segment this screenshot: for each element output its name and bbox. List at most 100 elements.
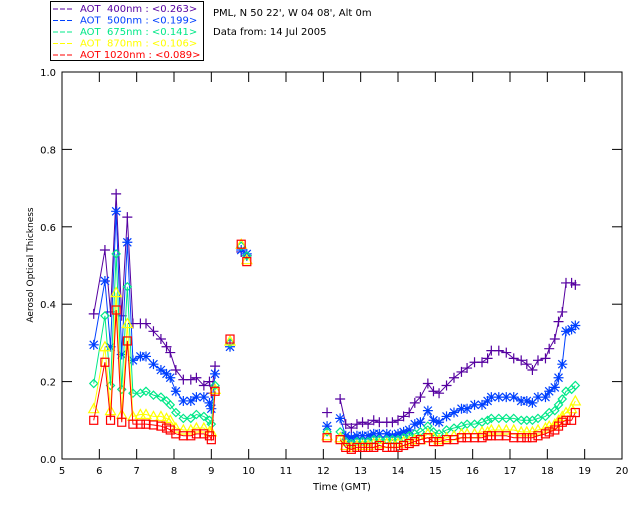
- diamond-marker: [501, 413, 512, 424]
- triangle-marker: [139, 408, 153, 420]
- asterisk-marker: [508, 392, 519, 403]
- legend: AOT 400nm : <0.263>AOT 500nm : <0.199>AO…: [50, 1, 204, 61]
- triangle-marker: [433, 433, 446, 445]
- plus-marker: [553, 316, 564, 327]
- plus-marker: [185, 374, 196, 385]
- diamond-marker: [441, 425, 452, 435]
- asterisk-marker: [368, 428, 379, 439]
- asterisk-marker: [553, 372, 564, 383]
- diamond-marker: [549, 405, 560, 416]
- plus-marker: [148, 326, 159, 337]
- asterisk-marker: [210, 368, 221, 379]
- asterisk-marker: [340, 430, 351, 441]
- plus-marker: [368, 415, 379, 426]
- square-marker: [117, 417, 127, 427]
- diamond-marker: [88, 378, 99, 389]
- plus-marker: [422, 378, 433, 389]
- square-marker: [561, 415, 571, 425]
- triangle-marker: [440, 431, 453, 443]
- series-0: [88, 188, 581, 434]
- asterisk-marker: [544, 386, 555, 397]
- x-tick-label: 16: [466, 466, 479, 477]
- series-1: [88, 206, 581, 443]
- asterisk-marker: [141, 351, 151, 362]
- asterisk-marker: [191, 392, 202, 403]
- asterisk-marker: [116, 349, 127, 360]
- diamond-marker: [199, 411, 209, 422]
- plus-marker: [482, 353, 493, 364]
- plus-marker: [544, 343, 555, 354]
- asterisk-marker: [434, 417, 445, 428]
- diamond-marker: [428, 427, 439, 437]
- asterisk-marker: [105, 341, 116, 352]
- x-tick-label: 13: [354, 466, 367, 477]
- plus-marker: [165, 347, 176, 358]
- square-marker: [369, 442, 379, 452]
- plus-marker: [540, 353, 551, 364]
- x-tick-label: 19: [578, 466, 591, 477]
- square-marker: [242, 257, 252, 267]
- asterisk-marker: [170, 386, 181, 397]
- plus-marker: [122, 212, 133, 223]
- diamond-marker: [570, 380, 581, 391]
- diamond-marker: [486, 413, 497, 424]
- plus-marker: [99, 245, 110, 256]
- date-info: Data from: 14 Jul 2005: [213, 27, 326, 38]
- asterisk-marker: [527, 397, 538, 408]
- legend-entry: AOT 675nm : <0.141>: [80, 27, 197, 38]
- plus-marker: [398, 411, 409, 422]
- asterisk-marker: [409, 419, 420, 430]
- triangle-marker: [197, 421, 210, 433]
- triangle-marker: [190, 421, 203, 433]
- triangle-marker: [121, 317, 134, 329]
- plus-marker: [161, 341, 172, 352]
- diamond-marker: [185, 413, 196, 424]
- asterisk-marker: [178, 395, 189, 406]
- plus-marker: [351, 419, 362, 430]
- triangle-marker: [240, 253, 253, 265]
- square-marker: [393, 442, 403, 452]
- legend-entry: AOT 1020nm : <0.089>: [80, 50, 200, 61]
- y-tick-label: 0.2: [40, 378, 56, 389]
- square-marker: [428, 436, 439, 447]
- asterisk-marker: [516, 395, 527, 406]
- asterisk-marker: [148, 359, 159, 370]
- square-marker: [335, 435, 345, 445]
- plus-marker: [462, 363, 473, 374]
- asterisk-marker: [204, 397, 215, 408]
- plus-marker: [449, 372, 459, 383]
- y-axis-label: Aerosol Optical Thickness: [26, 207, 36, 323]
- asterisk-marker: [398, 426, 409, 437]
- asterisk-marker: [501, 392, 512, 403]
- square-marker: [410, 436, 420, 447]
- legend-entry: AOT 500nm : <0.199>: [80, 16, 197, 27]
- diamond-marker: [165, 399, 176, 410]
- plus-marker: [549, 334, 560, 345]
- asterisk-marker: [570, 320, 581, 331]
- square-marker: [199, 429, 209, 439]
- triangle-marker: [169, 421, 182, 433]
- triangle-marker: [98, 340, 111, 352]
- square-marker: [135, 419, 145, 429]
- axes: 5 6 7 8 9 10 11 12 13 14 15 16 17 18 19 20 0.0 0.2 0.4 0.6 0…: [40, 68, 628, 477]
- plus-marker: [141, 318, 151, 329]
- asterisk-marker: [549, 382, 560, 393]
- asterisk-marker: [493, 392, 504, 403]
- square-marker: [346, 444, 356, 454]
- square-marker: [100, 357, 110, 367]
- asterisk-marker: [477, 399, 487, 410]
- y-tick-label: 0.6: [40, 223, 56, 234]
- plus-marker: [363, 419, 374, 430]
- plus-marker: [415, 392, 426, 403]
- x-tick-label: 8: [171, 466, 177, 477]
- diamond-marker: [322, 427, 332, 437]
- legend-entry: AOT 870nm : <0.106>: [80, 39, 197, 50]
- diamond-marker: [100, 310, 110, 321]
- plus-marker: [357, 417, 368, 428]
- square-marker: [387, 442, 397, 452]
- asterisk-marker: [381, 428, 392, 439]
- asterisk-marker: [351, 430, 362, 441]
- x-tick-label: 6: [96, 466, 102, 477]
